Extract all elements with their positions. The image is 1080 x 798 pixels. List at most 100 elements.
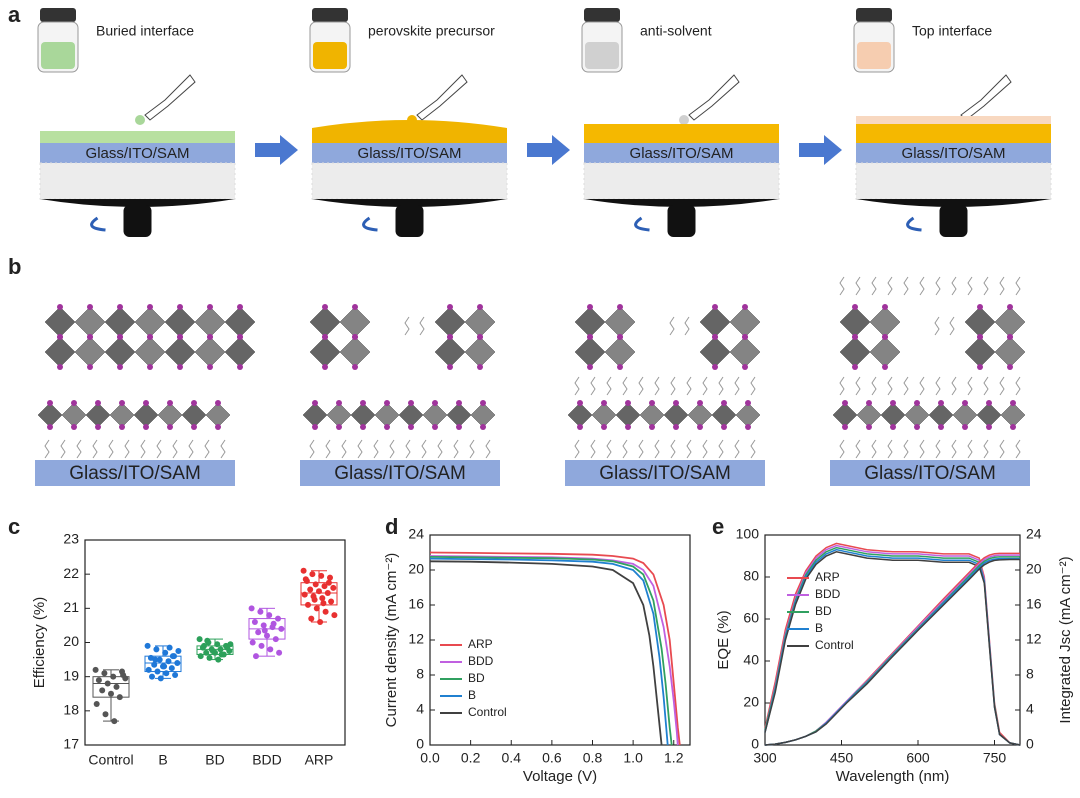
ligand	[108, 439, 114, 459]
iodide	[601, 400, 607, 406]
iodide	[191, 400, 197, 406]
y-tick-label: 80	[743, 568, 759, 584]
ligand	[903, 276, 909, 296]
structure: Glass/ITO/SAM	[565, 304, 765, 486]
octahedron	[339, 336, 371, 368]
octahedron	[350, 402, 376, 428]
y-tick-label: 60	[743, 610, 759, 626]
data-point	[162, 649, 169, 656]
x-tick-label: 1.2	[664, 750, 684, 766]
ligand	[686, 376, 692, 396]
data-point	[168, 665, 175, 672]
process-arrow	[255, 135, 298, 165]
buried-layer	[40, 131, 235, 143]
data-point	[151, 661, 158, 668]
octahedron	[904, 402, 930, 428]
data-point	[261, 627, 268, 634]
iodide	[177, 364, 183, 370]
octahedron	[964, 336, 996, 368]
iodide	[408, 400, 414, 406]
data-point	[270, 620, 277, 627]
y-tick-label: 20	[743, 694, 759, 710]
iodide	[322, 334, 328, 340]
data-point	[253, 653, 259, 660]
ligand	[951, 439, 957, 459]
iodide	[322, 304, 328, 310]
octahedron	[880, 402, 906, 428]
ligand	[999, 439, 1005, 459]
ligand	[871, 276, 877, 296]
jv-curve	[429, 557, 669, 746]
ligand	[903, 376, 909, 396]
octahedron	[309, 306, 341, 338]
octahedron	[711, 402, 737, 428]
iodide	[167, 424, 173, 430]
iodide	[977, 304, 983, 310]
data-point	[301, 591, 308, 598]
ligand	[935, 439, 941, 459]
spindle	[939, 205, 968, 237]
iodide	[456, 424, 462, 430]
spin-stage	[311, 162, 508, 200]
x-tick-label: 300	[753, 750, 777, 766]
ligand	[919, 276, 925, 296]
data-point	[305, 601, 311, 608]
data-point	[116, 694, 123, 701]
ligand	[638, 376, 644, 396]
ligand	[855, 376, 861, 396]
data-point	[206, 654, 213, 661]
ligand	[951, 376, 957, 396]
ligand	[357, 439, 363, 459]
iodide	[977, 364, 983, 370]
iodide	[237, 304, 243, 310]
iodide	[890, 424, 896, 430]
octahedron	[964, 306, 996, 338]
iodide	[986, 400, 992, 406]
iodide	[721, 400, 727, 406]
octahedron	[44, 336, 76, 368]
ligand	[967, 439, 973, 459]
ligand	[574, 439, 580, 459]
ligand	[654, 376, 660, 396]
axis-title: Wavelength (nm)	[836, 768, 950, 785]
pipette	[960, 74, 1012, 121]
iodide	[625, 424, 631, 430]
y-tick-label: 0	[416, 736, 424, 752]
ligand	[903, 439, 909, 459]
ligand	[670, 439, 676, 459]
substrate-label: Glass/ITO/SAM	[69, 463, 201, 484]
iodide	[617, 334, 623, 340]
data-point	[104, 680, 111, 687]
ligand	[934, 316, 940, 336]
octahedron	[37, 402, 63, 428]
axis-title: Integrated Jsc (mA cm⁻²)	[1057, 556, 1074, 723]
data-point	[196, 636, 203, 643]
structure: Glass/ITO/SAM	[35, 304, 256, 486]
data-point	[300, 567, 307, 574]
iodide	[1007, 364, 1013, 370]
ligand	[124, 439, 130, 459]
octahedron	[164, 336, 196, 368]
vial-liquid	[41, 42, 75, 69]
iodide	[384, 424, 390, 430]
jv-curve	[429, 560, 663, 746]
data-point	[201, 642, 207, 649]
substrate	[830, 460, 1030, 486]
octahedron	[434, 306, 466, 338]
octahedron	[224, 336, 256, 368]
iodide	[119, 424, 125, 430]
ligand	[622, 376, 628, 396]
octahedron	[326, 402, 352, 428]
iodide	[587, 304, 593, 310]
iodide	[447, 304, 453, 310]
ligand	[574, 376, 580, 396]
ligand	[669, 316, 675, 336]
data-point	[204, 637, 211, 644]
box	[300, 582, 338, 606]
x-tick-label: 600	[906, 750, 930, 766]
vial-liquid	[313, 42, 347, 69]
axis-title: Current density (mA cm⁻²)	[383, 553, 400, 728]
octahedron	[839, 336, 871, 368]
structure: Glass/ITO/SAM	[830, 276, 1030, 486]
ligand	[999, 276, 1005, 296]
